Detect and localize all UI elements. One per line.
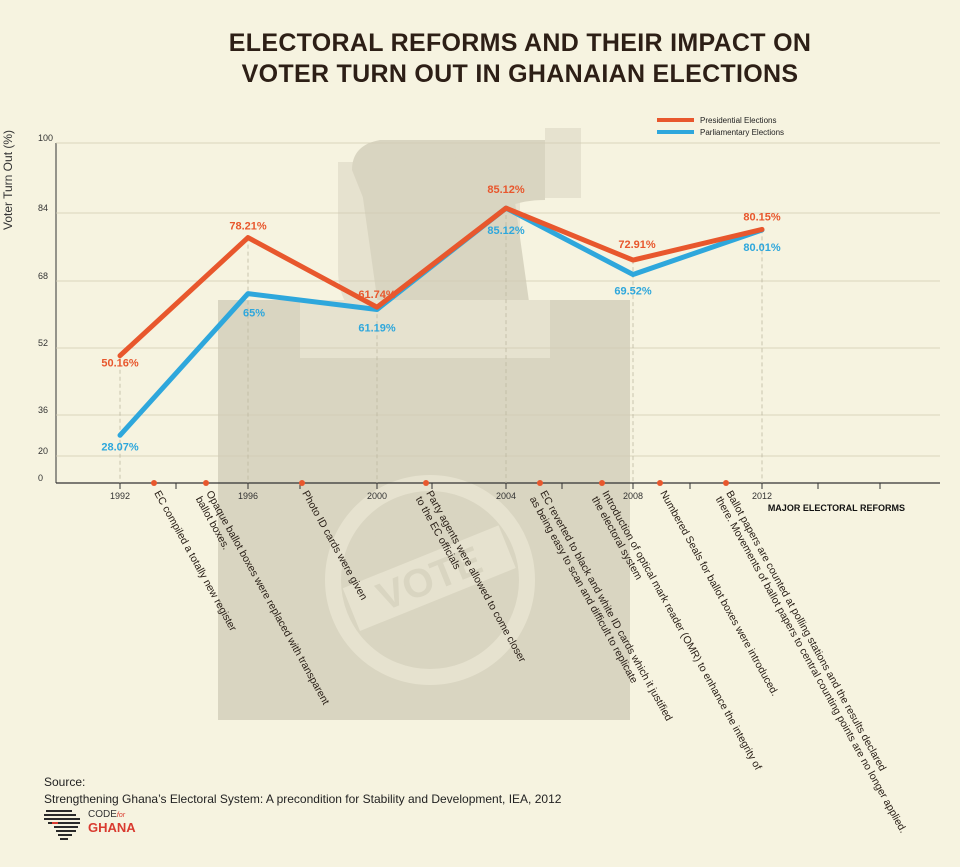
data-label-parliamentary: 85.12% [487,225,525,237]
reform-marker-dot [537,480,543,486]
x-tick-label: 2012 [752,491,772,501]
y-tick-label: 20 [38,446,48,456]
series-lines [117,205,765,438]
reform-marker-dot [599,480,605,486]
data-label-parliamentary: 80.01% [743,242,781,254]
data-label-presidential: 50.16% [101,358,139,370]
code-for-ghana-logo: CODEfor GHANA [44,808,144,844]
reform-marker-dot [423,480,429,486]
source-block: Source: Strengthening Ghana’s Electoral … [44,774,561,808]
data-label-parliamentary: 65% [243,308,265,320]
legend-label-parliamentary: Parliamentary Elections [700,128,784,137]
x-axis-label: MAJOR ELECTORAL REFORMS [768,503,905,513]
reform-marker-dot [203,480,209,486]
legend: Presidential Elections Parliamentary Elec… [657,116,784,137]
reform-marker-dot [151,480,157,486]
logo-ghana: GHANA [88,820,136,835]
reform-annotation-line: Numbered Seals for ballot boxes were int… [657,489,780,699]
x-tick-label: 2008 [623,491,643,501]
data-label-presidential: 80.15% [743,211,781,223]
data-label-parliamentary: 28.07% [101,441,139,453]
y-tick-label: 84 [38,203,48,213]
series-line-presidential [117,205,765,359]
title-line-1: ELECTORAL REFORMS AND THEIR IMPACT ON [228,29,812,57]
source-text: Strengthening Ghana’s Electoral System: … [44,792,562,806]
data-label-presidential: 72.91% [618,239,656,251]
x-tick-label: 1992 [110,491,130,501]
data-label-parliamentary: 69.52% [614,286,652,298]
data-label-presidential: 78.21% [229,221,267,233]
title-line-2: VOTER TURN OUT IN GHANAIAN ELECTIONS [241,60,799,88]
y-tick-label: 100 [38,133,53,143]
y-tick-label: 36 [38,405,48,415]
source-label: Source: [44,775,86,789]
y-tick-label: 52 [38,338,48,348]
x-tick-label: 2004 [496,491,516,501]
reform-annotation-line: there. Movements of ballot papers to cen… [713,494,909,835]
chart-title: ELECTORAL REFORMS AND THEIR IMPACT ON VO… [0,28,960,90]
reform-marker-dot [657,480,663,486]
x-tick-label: 2000 [367,491,387,501]
logo-code: CODE [88,809,117,820]
legend-label-presidential: Presidential Elections [700,116,776,125]
data-labels: 50.16% 78.21% 61.74% 85.12% 72.91% 80.15% 28.0… [101,184,781,453]
data-label-parliamentary: 61.19% [358,323,396,335]
y-axis-label: Voter Turn Out (%) [1,130,15,230]
y-tick-label: 68 [38,271,48,281]
logo-for: for [116,812,126,819]
x-tick-label: 1996 [238,491,258,501]
y-tick-label: 0 [38,473,43,483]
data-label-presidential: 85.12% [487,184,525,196]
africa-map-icon [44,810,80,840]
data-label-presidential: 61.74% [358,289,396,301]
reform-marker-dot [299,480,305,486]
reform-marker-dot [723,480,729,486]
reform-annotation-8: Ballot papers are counted at polling sta… [713,489,909,836]
reform-annotation-7: Numbered Seals for ballot boxes were int… [657,489,780,699]
reform-annotation-line: Ballot papers are counted at polling sta… [723,489,888,774]
